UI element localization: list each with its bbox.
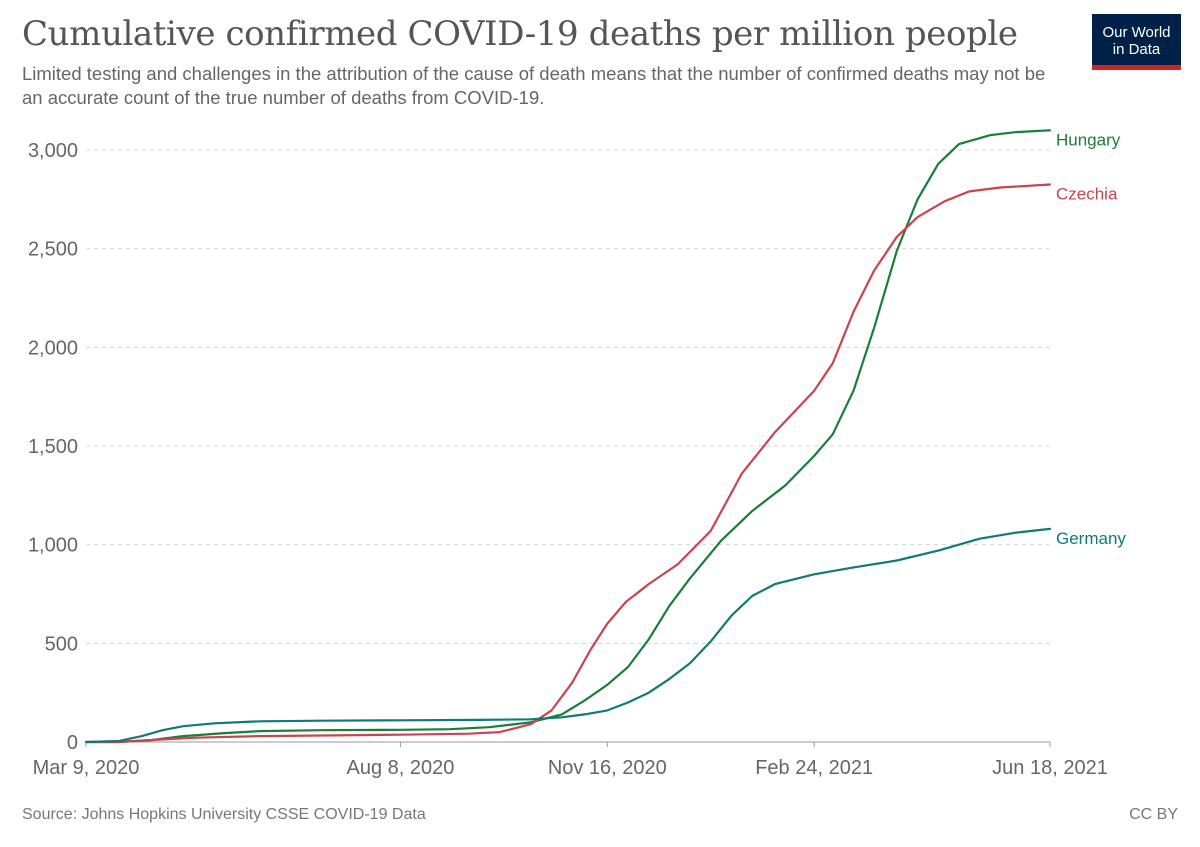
y-tick-label: 2,000: [28, 337, 78, 359]
series-label-hungary: Hungary: [1056, 130, 1121, 149]
y-tick-label: 2,500: [28, 239, 78, 261]
series-line-czechia[interactable]: [84, 183, 1052, 744]
owid-logo[interactable]: Our World in Data: [1092, 14, 1181, 70]
series-lines: [84, 129, 1052, 744]
x-tick-label: Jun 18, 2021: [992, 757, 1108, 779]
line-chart: 0 500 1,000 1,500 2,000 2,500 3,000 Mar 9, 202…: [28, 129, 1126, 779]
y-tick-label: 3,000: [28, 140, 78, 162]
series-label-czechia: Czechia: [1056, 185, 1118, 204]
x-tick-label: Mar 9, 2020: [33, 757, 140, 779]
series-line-hungary[interactable]: [84, 129, 1052, 744]
x-tick-label: Nov 16, 2020: [548, 757, 667, 779]
y-axis: 0 500 1,000 1,500 2,000 2,500 3,000: [28, 140, 78, 754]
logo-line-2: in Data: [1112, 41, 1161, 58]
x-tick-label: Feb 24, 2021: [755, 757, 873, 779]
series-labels: Hungary Czechia Germany: [1056, 130, 1126, 548]
y-tick-label: 0: [67, 732, 78, 754]
gridlines: [86, 149, 1050, 644]
source-note[interactable]: Source: Johns Hopkins University CSSE CO…: [22, 806, 426, 823]
chart-title: Cumulative confirmed COVID-19 deaths per…: [22, 14, 1018, 54]
license-link[interactable]: CC BY: [1129, 806, 1178, 823]
chart-subtitle: Limited testing and challenges in the at…: [22, 63, 1046, 108]
series-line-germany[interactable]: [84, 527, 1052, 744]
x-tick-label: Aug 8, 2020: [347, 757, 455, 779]
logo-line-1: Our World: [1102, 24, 1171, 41]
x-axis: Mar 9, 2020 Aug 8, 2020 Nov 16, 2020 Feb 24…: [33, 741, 1108, 779]
y-tick-label: 500: [45, 633, 78, 655]
y-tick-label: 1,000: [28, 535, 78, 557]
series-label-germany: Germany: [1056, 529, 1126, 548]
y-tick-label: 1,500: [28, 436, 78, 458]
